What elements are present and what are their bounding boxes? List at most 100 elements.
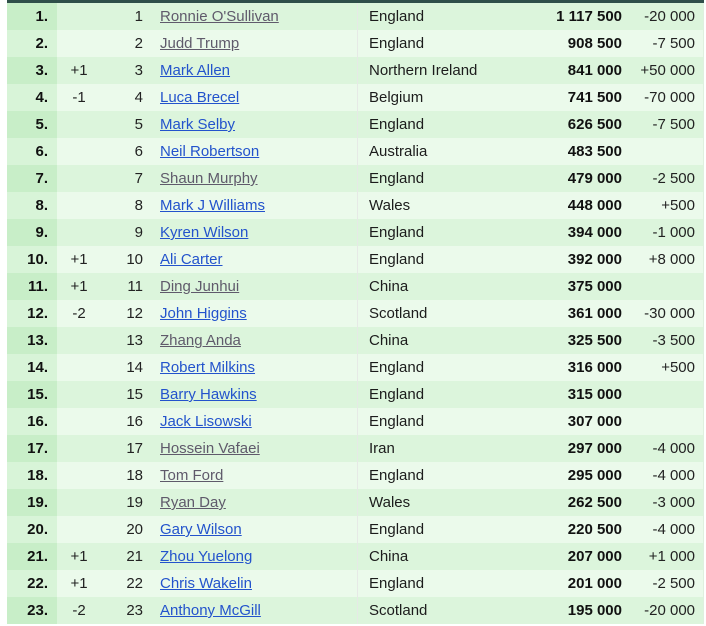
prize-change-cell: -7 500 bbox=[652, 35, 695, 52]
player-link[interactable]: John Higgins bbox=[160, 305, 247, 322]
prize-change-cell: +50 000 bbox=[640, 62, 695, 79]
position-cell: 23 bbox=[126, 602, 143, 619]
table-row: 17. 17 Hossein Vafaei Iran 297 000 -4 00… bbox=[7, 435, 704, 462]
rank-cell: 16. bbox=[7, 408, 57, 435]
prize-money-cell: 207 000 bbox=[567, 548, 622, 565]
prize-change-cell: -4 000 bbox=[652, 467, 695, 484]
table-row: 18. 18 Tom Ford England 295 000 -4 000 bbox=[7, 462, 704, 489]
country-cell: England bbox=[357, 165, 505, 192]
table-row: 19. 19 Ryan Day Wales 262 500 -3 000 bbox=[7, 489, 704, 516]
table-row: 14. 14 Robert Milkins England 316 000 +5… bbox=[7, 354, 704, 381]
player-name-cell: Chris Wakelin bbox=[148, 570, 357, 597]
table-row: 2. 2 Judd Trump England 908 500 -7 500 bbox=[7, 30, 704, 57]
rank-move-cell: -2 bbox=[72, 305, 86, 322]
rank-cell: 7. bbox=[7, 165, 57, 192]
rank-move-cell: +1 bbox=[70, 548, 88, 565]
rank-cell: 6. bbox=[7, 138, 57, 165]
country-cell: England bbox=[357, 246, 505, 273]
country-cell: England bbox=[357, 570, 505, 597]
player-link[interactable]: Robert Milkins bbox=[160, 359, 256, 376]
player-name-cell: Judd Trump bbox=[148, 30, 357, 57]
table-row: 1. 1 Ronnie O'Sullivan England 1 117 500… bbox=[7, 3, 704, 30]
prize-change-cell: +500 bbox=[661, 359, 695, 376]
position-cell: 7 bbox=[134, 170, 143, 187]
table-row: 12. -2 12 John Higgins Scotland 361 000 … bbox=[7, 300, 704, 327]
prize-money-cell: 841 000 bbox=[567, 62, 622, 79]
prize-money-cell: 394 000 bbox=[567, 224, 622, 241]
position-cell: 9 bbox=[134, 224, 143, 241]
player-name-cell: Kyren Wilson bbox=[148, 219, 357, 246]
country-cell: Iran bbox=[357, 435, 505, 462]
player-name-cell: Luca Brecel bbox=[148, 84, 357, 111]
prize-change-cell: -20 000 bbox=[644, 602, 695, 619]
position-cell: 16 bbox=[126, 413, 143, 430]
player-link[interactable]: Barry Hawkins bbox=[160, 386, 257, 403]
prize-money-cell: 626 500 bbox=[567, 116, 622, 133]
table-row: 9. 9 Kyren Wilson England 394 000 -1 000 bbox=[7, 219, 704, 246]
player-link[interactable]: Zhang Anda bbox=[160, 332, 241, 349]
player-link[interactable]: Shaun Murphy bbox=[160, 170, 258, 187]
position-cell: 11 bbox=[127, 278, 143, 295]
rank-move-cell bbox=[57, 462, 101, 489]
player-link[interactable]: Mark Selby bbox=[160, 116, 236, 133]
player-link[interactable]: Judd Trump bbox=[160, 35, 240, 52]
position-cell: 18 bbox=[126, 467, 143, 484]
player-link[interactable]: Ryan Day bbox=[160, 494, 226, 511]
prize-money-cell: 201 000 bbox=[567, 575, 622, 592]
prize-money-cell: 220 500 bbox=[567, 521, 622, 538]
rank-move-cell bbox=[57, 192, 101, 219]
country-cell: England bbox=[357, 462, 505, 489]
position-cell: 6 bbox=[134, 143, 143, 160]
rank-cell: 3. bbox=[7, 57, 57, 84]
prize-change-cell: -2 500 bbox=[652, 575, 695, 592]
prize-change-cell: -3 500 bbox=[652, 332, 695, 349]
player-link[interactable]: Mark Allen bbox=[160, 62, 231, 79]
rank-cell: 10. bbox=[7, 246, 57, 273]
rank-cell: 12. bbox=[7, 300, 57, 327]
rank-cell: 1. bbox=[7, 3, 57, 30]
rank-cell: 19. bbox=[7, 489, 57, 516]
rank-move-cell bbox=[57, 408, 101, 435]
player-name-cell: Neil Robertson bbox=[148, 138, 357, 165]
player-name-cell: Hossein Vafaei bbox=[148, 435, 357, 462]
rank-cell: 5. bbox=[7, 111, 57, 138]
prize-money-cell: 325 500 bbox=[567, 332, 622, 349]
player-link[interactable]: Chris Wakelin bbox=[160, 575, 252, 592]
player-link[interactable]: Mark J Williams bbox=[160, 197, 265, 214]
country-cell: England bbox=[357, 111, 505, 138]
rank-cell: 4. bbox=[7, 84, 57, 111]
position-cell: 21 bbox=[126, 548, 143, 565]
player-link[interactable]: Kyren Wilson bbox=[160, 224, 249, 241]
player-name-cell: Jack Lisowski bbox=[148, 408, 357, 435]
rank-move-cell bbox=[57, 354, 101, 381]
country-cell: England bbox=[357, 408, 505, 435]
prize-change-cell bbox=[622, 408, 703, 435]
player-link[interactable]: Tom Ford bbox=[160, 467, 224, 484]
player-link[interactable]: Gary Wilson bbox=[160, 521, 242, 538]
player-link[interactable]: Ronnie O'Sullivan bbox=[160, 8, 279, 25]
rank-move-cell: +1 bbox=[70, 278, 88, 295]
prize-change-cell: -4 000 bbox=[652, 440, 695, 457]
country-cell: China bbox=[357, 543, 505, 570]
prize-change-cell: -2 500 bbox=[652, 170, 695, 187]
position-cell: 13 bbox=[126, 332, 143, 349]
rank-cell: 2. bbox=[7, 30, 57, 57]
table-row: 7. 7 Shaun Murphy England 479 000 -2 500 bbox=[7, 165, 704, 192]
player-link[interactable]: Jack Lisowski bbox=[160, 413, 252, 430]
player-link[interactable]: Neil Robertson bbox=[160, 143, 260, 160]
position-cell: 14 bbox=[126, 359, 143, 376]
player-name-cell: Robert Milkins bbox=[148, 354, 357, 381]
country-cell: England bbox=[357, 516, 505, 543]
prize-change-cell: +8 000 bbox=[648, 251, 695, 268]
player-name-cell: Ali Carter bbox=[148, 246, 357, 273]
player-link[interactable]: Luca Brecel bbox=[160, 89, 240, 106]
rank-move-cell bbox=[57, 111, 101, 138]
player-link[interactable]: Ali Carter bbox=[160, 251, 223, 268]
prize-change-cell: -7 500 bbox=[652, 116, 695, 133]
player-link[interactable]: Zhou Yuelong bbox=[160, 548, 253, 565]
player-link[interactable]: Anthony McGill bbox=[160, 602, 261, 619]
player-link[interactable]: Hossein Vafaei bbox=[160, 440, 260, 457]
position-cell: 4 bbox=[134, 89, 143, 106]
country-cell: Wales bbox=[357, 192, 505, 219]
player-link[interactable]: Ding Junhui bbox=[160, 278, 240, 295]
